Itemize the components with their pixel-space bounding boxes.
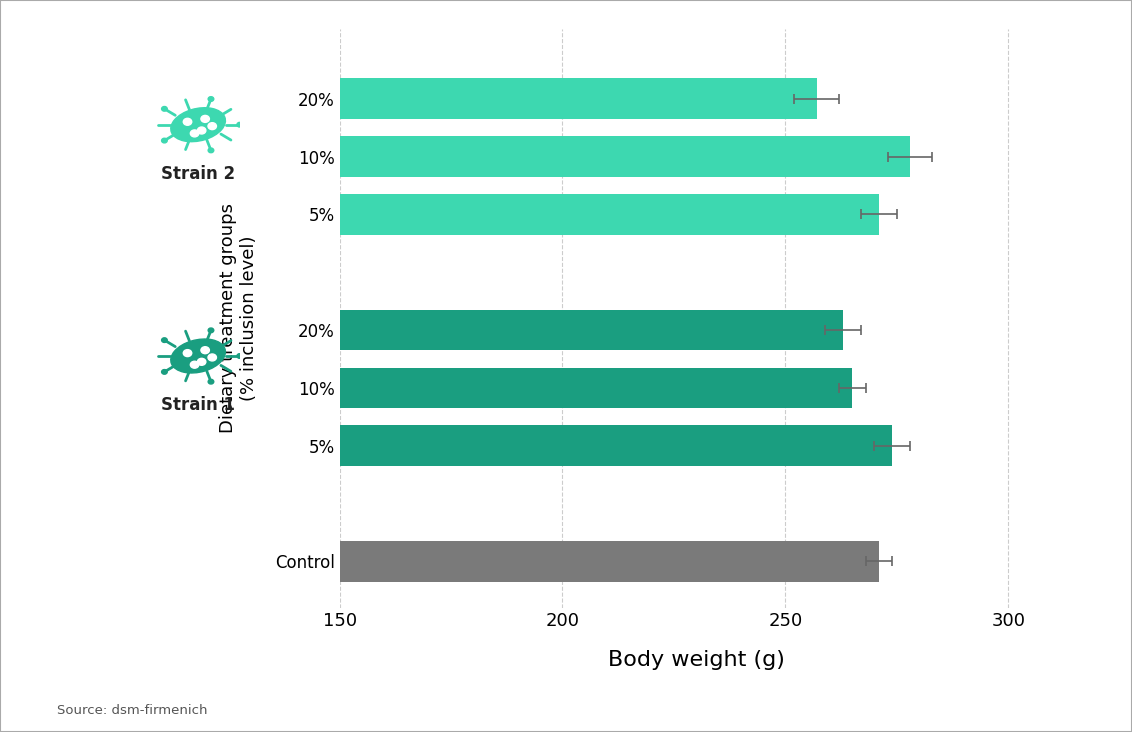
Circle shape bbox=[208, 328, 214, 332]
Bar bbox=[340, 367, 852, 408]
Circle shape bbox=[190, 130, 199, 137]
Ellipse shape bbox=[171, 339, 225, 373]
Circle shape bbox=[208, 97, 214, 101]
Circle shape bbox=[237, 354, 242, 359]
Bar bbox=[340, 78, 816, 119]
Circle shape bbox=[162, 337, 168, 343]
Ellipse shape bbox=[171, 108, 225, 142]
Circle shape bbox=[162, 106, 168, 111]
Text: Strain 2: Strain 2 bbox=[161, 165, 235, 183]
Bar bbox=[340, 194, 878, 234]
Circle shape bbox=[162, 138, 168, 143]
Circle shape bbox=[208, 148, 214, 153]
Circle shape bbox=[162, 370, 168, 374]
Circle shape bbox=[200, 347, 209, 354]
Circle shape bbox=[183, 350, 191, 356]
Circle shape bbox=[183, 119, 191, 125]
Bar bbox=[340, 310, 843, 350]
X-axis label: Body weight (g): Body weight (g) bbox=[608, 650, 784, 670]
Text: Source: dsm-firmenich: Source: dsm-firmenich bbox=[57, 704, 207, 717]
Bar bbox=[340, 541, 878, 581]
Circle shape bbox=[190, 361, 199, 368]
Circle shape bbox=[197, 359, 206, 365]
Y-axis label: Dietary treatment groups
(% inclusion level): Dietary treatment groups (% inclusion le… bbox=[220, 203, 258, 433]
Circle shape bbox=[208, 379, 214, 384]
Circle shape bbox=[208, 123, 216, 130]
Text: Strain 1: Strain 1 bbox=[161, 397, 235, 414]
Circle shape bbox=[237, 122, 242, 127]
Circle shape bbox=[208, 354, 216, 361]
Bar bbox=[340, 136, 910, 176]
Bar bbox=[340, 425, 892, 466]
Circle shape bbox=[200, 116, 209, 122]
Circle shape bbox=[197, 127, 206, 134]
